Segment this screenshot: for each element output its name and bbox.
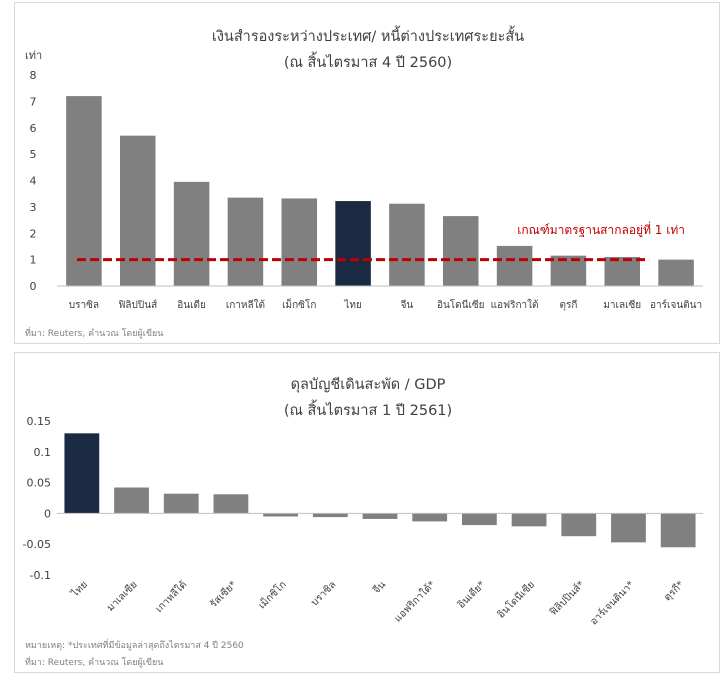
- benchmark-label: เกณฑ์มาตรฐานสากลอยู่ที่ 1 เท่า: [517, 221, 685, 238]
- category-label: เม็กซิโก: [282, 297, 316, 311]
- bar: [263, 513, 299, 517]
- bar: [604, 256, 641, 286]
- y-tick-label: 0.15: [27, 415, 52, 428]
- y-tick-label: 3: [30, 201, 37, 214]
- bar: [461, 513, 497, 526]
- category-label: อาร์เจนตินา: [650, 299, 702, 311]
- y-tick-label: 2: [30, 227, 37, 240]
- footnote: หมายเหตุ: *ประเทศที่มีข้อมูลล่าสุดถึงไตร…: [25, 638, 244, 651]
- chart-subtitle: (ณ สิ้นไตรมาส 4 ปี 2560): [284, 51, 452, 71]
- y-axis-label: เท่า: [25, 49, 42, 62]
- bar: [550, 255, 587, 286]
- category-label: มาเลเซีย: [104, 579, 139, 614]
- bar: [389, 203, 425, 286]
- category-label: ตุรกี: [559, 299, 577, 311]
- category-label: ตุรกี*: [662, 579, 687, 604]
- source-note: ที่มา: Reuters, คำนวณ โดยผู้เขียน: [25, 655, 163, 668]
- y-tick-label: 1: [30, 254, 37, 267]
- y-tick-label: 7: [30, 95, 37, 108]
- y-tick-label: 0: [30, 280, 37, 293]
- bar: [173, 181, 210, 286]
- bar: [658, 259, 694, 286]
- y-tick-label: -0.05: [23, 538, 51, 551]
- bar: [362, 513, 398, 519]
- category-label: มาเลเซีย: [603, 299, 641, 311]
- category-label: ไทย: [343, 299, 361, 311]
- category-label: อินโดนีเซีย: [494, 578, 537, 621]
- bar: [496, 245, 533, 286]
- bar: [412, 513, 448, 522]
- y-tick-label: 0: [44, 507, 51, 520]
- category-label: จีน: [371, 579, 389, 597]
- category-label: อินโดนีเซีย: [437, 298, 485, 311]
- chart-title: ดุลบัญชีเดินสะพัด / GDP: [291, 376, 446, 393]
- y-tick-label: 8: [30, 69, 37, 82]
- category-label: ฟิลิปปินส์: [118, 299, 157, 311]
- y-tick-label: -0.1: [30, 569, 51, 582]
- y-tick-label: 4: [30, 175, 37, 188]
- y-tick-label: 0.1: [34, 446, 52, 459]
- category-label: อาร์เจนตินา*: [588, 579, 637, 628]
- bar: [312, 513, 348, 518]
- reserves-chart-panel: เงินสำรองระหว่างประเทศ/ หนี้ต่างประเทศระ…: [14, 2, 720, 344]
- bar: [119, 135, 156, 286]
- category-label: เม็กซิโก: [255, 577, 289, 611]
- category-label: บราซิล: [309, 579, 338, 608]
- y-tick-label: 0.05: [27, 477, 52, 490]
- category-label: อินเดีย: [177, 299, 206, 311]
- category-label: แอฟริกาใต้*: [392, 579, 438, 625]
- category-label: แอฟริกาใต้: [491, 299, 539, 311]
- bar: [114, 487, 149, 514]
- y-tick-label: 5: [30, 148, 37, 161]
- bar: [611, 513, 646, 543]
- bar: [163, 493, 199, 514]
- category-label: จีน: [400, 299, 413, 311]
- reserves-chart: เงินสำรองระหว่างประเทศ/ หนี้ต่างประเทศระ…: [25, 25, 703, 339]
- current-account-chart: ดุลบัญชีเดินสะพัด / GDP (ณ สิ้นไตรมาส 1 …: [23, 376, 703, 668]
- chart-title: เงินสำรองระหว่างประเทศ/ หนี้ต่างประเทศระ…: [212, 25, 524, 45]
- bar: [213, 494, 249, 514]
- category-label: อินเดีย*: [455, 579, 487, 611]
- bar: [227, 197, 264, 286]
- y-tick-label: 6: [30, 122, 37, 135]
- category-label: เกาหลีใต้: [226, 299, 265, 311]
- current-account-chart-panel: ดุลบัญชีเดินสะพัด / GDP (ณ สิ้นไตรมาส 1 …: [14, 352, 720, 673]
- bar: [511, 513, 547, 527]
- bar: [335, 201, 371, 286]
- bar: [64, 433, 100, 514]
- bar: [281, 198, 318, 286]
- bar: [561, 513, 597, 537]
- category-label: ฟิลิปปินส์*: [547, 579, 587, 619]
- chart-subtitle: (ณ สิ้นไตรมาส 1 ปี 2561): [284, 399, 452, 419]
- bar: [660, 513, 696, 548]
- category-label: รัสเซีย*: [208, 579, 239, 610]
- category-label: ไทย: [68, 579, 90, 601]
- bar: [66, 96, 102, 286]
- bar: [442, 216, 479, 286]
- category-label: เกาหลีใต้: [153, 579, 189, 615]
- source-note: ที่มา: Reuters, คำนวณ โดยผู้เขียน: [25, 326, 163, 339]
- category-label: บราซิล: [69, 300, 99, 311]
